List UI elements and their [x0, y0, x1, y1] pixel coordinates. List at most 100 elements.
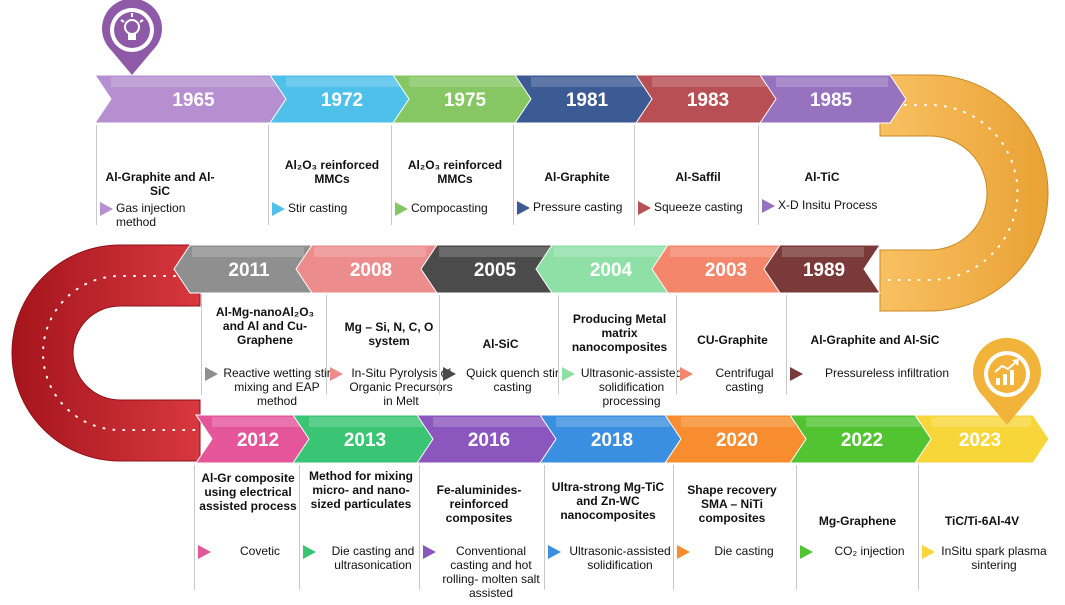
bullet-triangle-icon	[303, 545, 316, 559]
year-label: 1975	[444, 90, 487, 111]
bullet-triangle-icon	[638, 201, 651, 215]
event-title: Al₂O₃ reinforced MMCs	[284, 158, 380, 186]
event-method: Die casting	[714, 544, 774, 558]
event-info: Al₂O₃ reinforced MMCs	[272, 158, 392, 186]
bullet-triangle-icon	[790, 367, 803, 381]
year-label: 2008	[350, 260, 392, 281]
year-label: 1985	[810, 90, 853, 111]
event-method: Stir casting	[288, 201, 348, 215]
event-title: Mg – Si, N, C, O system	[344, 320, 434, 348]
year-label: 2005	[474, 260, 517, 281]
bullet-triangle-icon	[100, 202, 113, 216]
year-label: 1989	[803, 260, 845, 281]
event-method: Pressureless infiltration	[824, 366, 950, 380]
event-method: Compocasting	[411, 201, 488, 215]
year-label: 1981	[566, 90, 609, 111]
event-info: Shape recovery SMA – NiTi composites	[677, 483, 787, 525]
event-title: CU-Graphite	[697, 333, 768, 347]
bullet-triangle-icon	[198, 545, 211, 559]
right-connector-curve	[879, 74, 1049, 312]
event-title: TiC/Ti-6Al-4V	[944, 514, 1020, 528]
event-title: Method for mixing micro- and nano-sized …	[309, 469, 413, 511]
event-info: Al-Graphite and Al-SiC	[790, 333, 960, 347]
year-band-1985	[759, 74, 907, 124]
event-title: Shape recovery SMA – NiTi composites	[687, 483, 777, 525]
event-method: Die casting and ultrasonication	[331, 544, 415, 572]
bullet-triangle-icon	[395, 202, 408, 216]
left-connector-curve	[11, 244, 201, 462]
year-label: 2012	[237, 430, 279, 451]
event-method: Pressure casting	[533, 200, 623, 214]
event-info: Al-Saffil	[638, 170, 758, 184]
event-info: Al-Gr composite using electrical assiste…	[198, 471, 298, 513]
event-method: X-D Insitu Process	[778, 198, 878, 212]
event-title: Al-Mg-nanoAl₂O₃ and Al and Cu-Graphene	[215, 305, 315, 347]
event-method: Conventional casting and hot rolling- mo…	[442, 544, 540, 600]
event-title: Al-Graphite and Al-SiC	[810, 333, 940, 347]
event-method: In-Situ Pyrolysis of Organic Precursors …	[349, 366, 453, 408]
event-title: Al-Gr composite using electrical assiste…	[199, 471, 297, 513]
event-title: Mg-Graphene	[818, 514, 897, 528]
event-method: Gas injection method	[116, 201, 186, 229]
event-info: Method for mixing micro- and nano-sized …	[303, 469, 419, 511]
year-label: 2013	[344, 430, 386, 451]
event-title: Fe-aluminides-reinforced composites	[436, 483, 522, 525]
event-title: Al-Graphite and Al-SiC	[105, 170, 215, 198]
event-info: Al-SiC	[443, 337, 558, 351]
bullet-triangle-icon	[330, 367, 343, 381]
year-band-1989	[763, 244, 881, 294]
growth-chart-pin-icon	[973, 337, 1041, 425]
event-method: Squeeze casting	[654, 200, 743, 214]
event-info: Mg – Si, N, C, O system	[330, 320, 448, 348]
year-label: 2018	[591, 430, 633, 451]
event-title: Al-TiC	[804, 170, 840, 184]
bullet-triangle-icon	[205, 367, 218, 381]
event-info: TiC/Ti-6Al-4V	[922, 514, 1042, 528]
year-label: 1965	[172, 90, 215, 111]
event-info: Producing Metal matrix nanocomposites	[562, 312, 677, 354]
year-label: 2016	[468, 430, 510, 451]
bullet-triangle-icon	[443, 367, 456, 381]
event-method: Quick quench stir casting	[466, 366, 559, 394]
event-info: Al-Graphite	[517, 170, 637, 184]
event-info: Al-TiC	[762, 170, 882, 184]
bullet-triangle-icon	[562, 367, 575, 381]
event-method: Reactive wetting stir mixing and EAP met…	[223, 366, 331, 408]
bullet-triangle-icon	[800, 545, 813, 559]
bullet-triangle-icon	[423, 545, 436, 559]
event-title: Ultra-strong Mg-TiC and Zn-WC nanocompos…	[551, 480, 665, 522]
year-label: 2023	[959, 430, 1001, 451]
event-info: Al-Graphite and Al-SiC	[100, 170, 220, 198]
event-method: Ultrasonic-assisted solidification proce…	[580, 366, 683, 408]
event-title: Al-Saffil	[675, 170, 721, 184]
event-method: Centrifugal casting	[715, 366, 774, 394]
year-label: 2020	[716, 430, 758, 451]
event-method: InSitu spark plasma sintering	[941, 544, 1047, 572]
bullet-triangle-icon	[272, 202, 285, 216]
bullet-triangle-icon	[548, 545, 561, 559]
event-method: Ultrasonic-assisted solidification	[569, 544, 671, 572]
event-title: Al₂O₃ reinforced MMCs	[407, 158, 503, 186]
bullet-triangle-icon	[922, 545, 935, 559]
event-info: Ultra-strong Mg-TiC and Zn-WC nanocompos…	[548, 480, 668, 522]
year-label: 1983	[687, 90, 729, 111]
year-label: 2022	[841, 430, 883, 451]
year-label: 2003	[705, 260, 747, 281]
event-info: Mg-Graphene	[800, 514, 915, 528]
event-title: Producing Metal matrix nanocomposites	[571, 312, 668, 354]
bullet-triangle-icon	[517, 201, 530, 215]
event-method: CO₂ injection	[834, 544, 905, 558]
event-info: Al-Mg-nanoAl₂O₃ and Al and Cu-Graphene	[205, 305, 325, 347]
event-info: Fe-aluminides-reinforced composites	[423, 483, 535, 525]
year-label: 2011	[228, 260, 270, 281]
event-title: Al-SiC	[482, 337, 519, 351]
event-title: Al-Graphite	[544, 170, 610, 184]
year-band-2023	[914, 414, 1050, 464]
event-method: Covetic	[239, 544, 280, 558]
bullet-triangle-icon	[762, 199, 775, 213]
year-label: 2004	[590, 260, 633, 281]
event-info: Al₂O₃ reinforced MMCs	[395, 158, 515, 186]
lightbulb-pin-icon	[102, 0, 162, 75]
bullet-triangle-icon	[680, 367, 693, 381]
